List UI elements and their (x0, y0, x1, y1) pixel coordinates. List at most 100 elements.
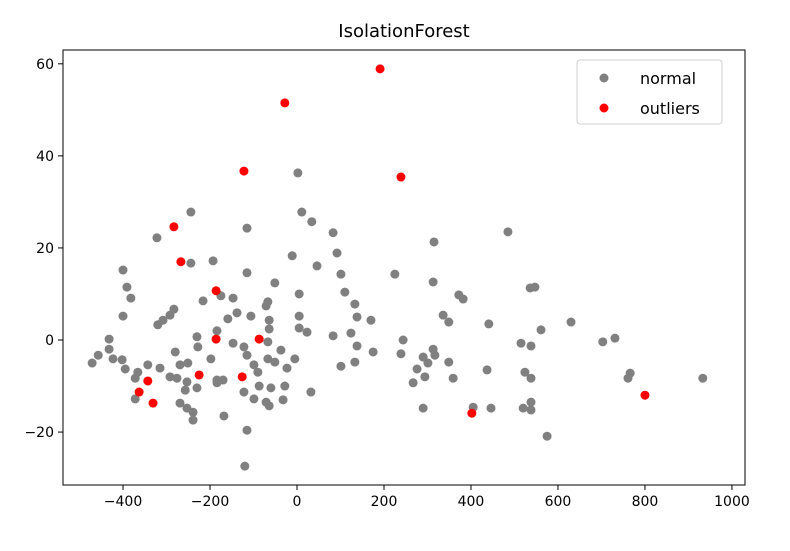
plot-frame (62, 49, 746, 486)
point-normal (526, 373, 536, 383)
legend-label-normal: normal (640, 69, 696, 88)
point-normal (430, 350, 440, 360)
point-normal (186, 207, 196, 217)
point-normal (484, 319, 494, 329)
x-tick-label: 400 (458, 494, 485, 510)
point-normal (518, 403, 528, 413)
point-normal (482, 365, 492, 375)
point-normal (186, 258, 196, 268)
point-normal (293, 168, 303, 178)
point-normal (108, 354, 118, 364)
point-normal (294, 289, 304, 299)
point-outliers (176, 257, 186, 267)
point-normal (332, 248, 342, 258)
point-normal (193, 342, 203, 352)
point-outliers (134, 387, 144, 397)
point-normal (340, 287, 350, 297)
point-normal (350, 357, 360, 367)
legend: normal outliers (576, 59, 723, 125)
y-tick-label: 60 (36, 57, 54, 73)
point-normal (188, 415, 198, 425)
point-normal (418, 352, 428, 362)
point-normal (118, 311, 128, 321)
point-normal (280, 381, 290, 391)
point-normal (294, 323, 304, 333)
legend-label-outliers: outliers (640, 99, 700, 118)
point-normal (242, 223, 252, 233)
point-normal (261, 301, 271, 311)
point-normal (336, 361, 346, 371)
point-normal (242, 350, 252, 360)
point-normal (264, 315, 274, 325)
point-normal (104, 334, 114, 344)
point-outliers (280, 98, 290, 108)
point-normal (175, 360, 185, 370)
point-outliers (143, 376, 153, 386)
point-outliers (211, 334, 221, 344)
point-normal (120, 364, 130, 374)
point-normal (152, 233, 162, 243)
point-normal (287, 251, 297, 261)
point-normal (412, 364, 422, 374)
point-normal (282, 363, 292, 373)
point-normal (390, 269, 400, 279)
point-normal (444, 317, 454, 327)
point-outliers (640, 390, 650, 400)
point-normal (428, 277, 438, 287)
point-normal (240, 461, 250, 471)
point-outliers (375, 64, 385, 74)
x-tick-label: 800 (632, 494, 659, 510)
point-normal (526, 397, 536, 407)
point-normal (206, 354, 216, 364)
point-normal (246, 311, 256, 321)
point-normal (192, 332, 202, 342)
point-normal (263, 337, 273, 347)
point-normal (104, 344, 114, 354)
point-normal (219, 411, 229, 421)
point-normal (429, 237, 439, 247)
point-normal (423, 358, 433, 368)
point-normal (93, 350, 103, 360)
point-normal (180, 385, 190, 395)
point-normal (232, 308, 242, 318)
x-tick-label: 200 (371, 494, 398, 510)
point-normal (239, 387, 249, 397)
point-normal (212, 378, 222, 388)
chart-title: IsolationForest (338, 21, 469, 42)
point-normal (302, 327, 312, 337)
point-normal (530, 282, 540, 292)
point-normal (336, 269, 346, 279)
point-normal (278, 395, 288, 405)
point-normal (192, 383, 202, 393)
point-normal (266, 383, 276, 393)
point-normal (254, 381, 264, 391)
point-normal (170, 347, 180, 357)
point-normal (486, 403, 496, 413)
legend-marker-normal (599, 73, 609, 83)
point-normal (188, 407, 198, 417)
point-normal (270, 357, 280, 367)
y-axis: −20 0 20 40 60 (24, 57, 63, 441)
point-normal (239, 342, 249, 352)
point-normal (155, 363, 165, 373)
point-normal (130, 394, 140, 404)
point-normal (165, 310, 175, 320)
point-outliers (194, 370, 204, 380)
point-normal (398, 335, 408, 345)
legend-marker-outliers (599, 103, 609, 113)
x-tick-label: 600 (545, 494, 572, 510)
point-normal (130, 373, 140, 383)
point-normal (122, 282, 132, 292)
point-normal (542, 431, 552, 441)
point-normal (368, 347, 378, 357)
x-axis: −400 −200 0 200 400 600 800 1000 (104, 485, 750, 510)
point-normal (253, 367, 263, 377)
point-outliers (148, 398, 158, 408)
point-outliers (467, 408, 477, 418)
plot-marks (87, 64, 708, 471)
point-outliers (211, 286, 221, 296)
x-tick-label: 0 (293, 494, 302, 510)
point-normal (408, 378, 418, 388)
point-outliers (239, 166, 249, 176)
point-normal (87, 358, 97, 368)
